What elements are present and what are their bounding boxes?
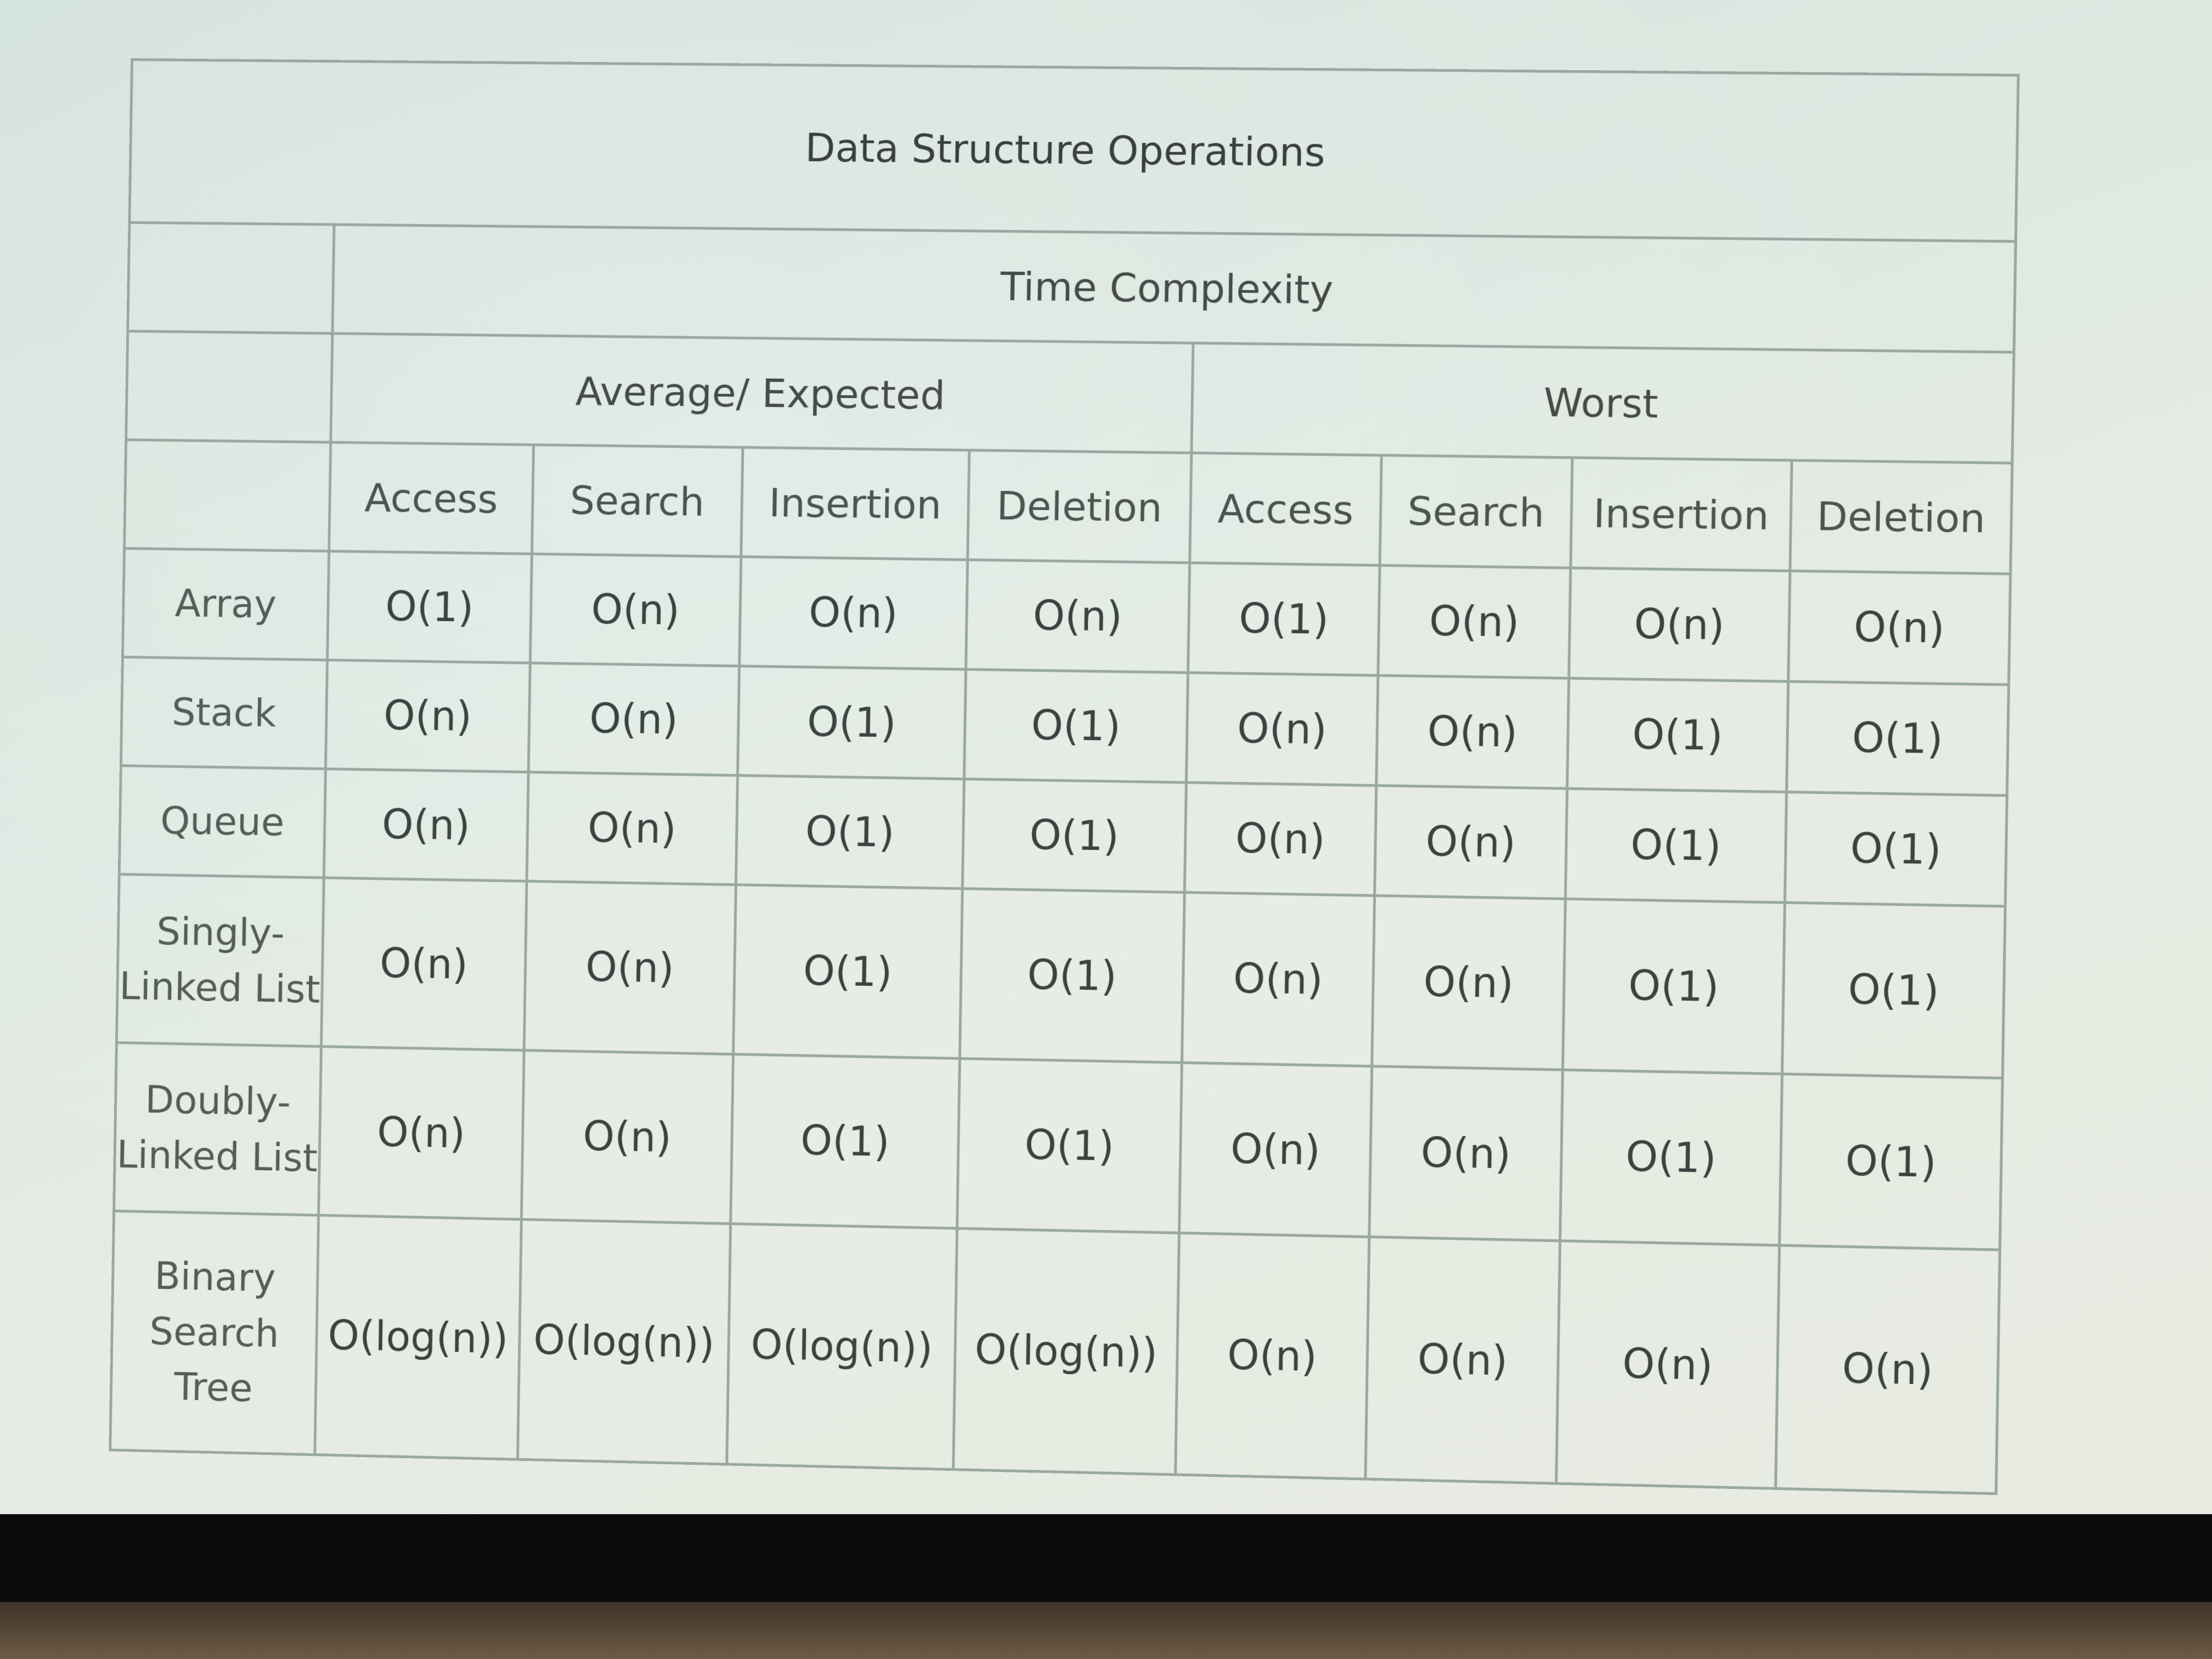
complexity-cell: O(n): [739, 556, 968, 670]
complexity-cell: O(1): [1560, 1070, 1782, 1245]
complexity-cell: O(log(n)): [953, 1228, 1180, 1475]
complexity-cell: O(n): [1376, 675, 1569, 789]
row-label: Binary Search Tree: [110, 1211, 319, 1455]
op-header: Deletion: [967, 450, 1192, 563]
complexity-cell: O(1): [1188, 562, 1380, 676]
complexity-cell: O(1): [1782, 902, 2006, 1079]
op-header: Search: [1380, 455, 1573, 568]
group-header-row: Time Complexity: [127, 222, 2016, 353]
data-structure-operations-table: Data Structure Operations Time Complexit…: [109, 58, 2019, 1495]
op-header: Deletion: [1790, 460, 2012, 574]
complexity-cell: O(n): [1186, 673, 1378, 786]
complexity-cell: O(n): [530, 554, 741, 667]
complexity-cell: O(1): [960, 888, 1185, 1063]
op-header: Access: [1189, 453, 1382, 566]
complexity-cell: O(n): [528, 663, 740, 776]
op-header: Insertion: [741, 447, 969, 560]
complexity-cell: O(1): [1786, 681, 2009, 796]
complexity-cell: O(n): [1182, 892, 1375, 1066]
complexity-cell: O(1): [327, 551, 532, 663]
op-header: Insertion: [1570, 458, 1792, 571]
screen-bottom-edge: [0, 1514, 2212, 1602]
op-header: Search: [532, 444, 743, 557]
room-floor: [0, 1602, 2212, 1659]
table-row: Binary Search Tree O(log(n)) O(log(n)) O(lo…: [110, 1211, 2000, 1494]
projector-screen: Data Structure Operations Time Complexit…: [0, 0, 2212, 1514]
complexity-cell: O(n): [321, 877, 527, 1051]
complexity-cell: O(n): [1374, 785, 1567, 899]
complexity-cell: O(n): [1568, 568, 1790, 682]
corner-cell: [124, 439, 331, 551]
complexity-cell: O(n): [966, 560, 1190, 673]
complexity-cell: O(n): [1369, 1066, 1563, 1241]
row-label: Array: [122, 548, 329, 661]
op-header: Access: [329, 442, 534, 554]
row-label: Singly- Linked List: [116, 874, 324, 1047]
complexity-cell: O(n): [1372, 895, 1566, 1070]
table-wrapper: Data Structure Operations Time Complexit…: [109, 58, 2019, 1495]
time-complexity-header: Time Complexity: [332, 224, 2016, 353]
complexity-cell: O(n): [1184, 782, 1376, 896]
row-label: Doubly- Linked List: [114, 1042, 321, 1216]
complexity-cell: O(n): [524, 881, 736, 1054]
complexity-cell: O(1): [957, 1058, 1182, 1233]
complexity-cell: O(n): [1775, 1245, 2000, 1494]
worst-header: Worst: [1191, 343, 2015, 464]
table-body: Array O(1) O(n) O(n) O(n) O(1) O(n) O(n) O(n) Sta…: [110, 548, 2011, 1494]
complexity-cell: O(n): [324, 769, 529, 882]
complexity-cell: O(1): [736, 775, 964, 889]
corner-cell: [126, 331, 332, 443]
complexity-cell: O(1): [964, 669, 1188, 783]
complexity-cell: O(n): [1378, 565, 1571, 679]
complexity-cell: O(1): [730, 1054, 960, 1229]
complexity-cell: O(1): [1567, 678, 1788, 792]
complexity-cell: O(n): [325, 660, 531, 772]
corner-cell: [127, 222, 335, 334]
complexity-cell: O(log(n)): [314, 1215, 522, 1460]
complexity-cell: O(n): [1365, 1237, 1560, 1484]
table-title: Data Structure Operations: [129, 59, 2018, 242]
complexity-cell: O(log(n)): [517, 1219, 731, 1465]
complexity-cell: O(n): [1179, 1062, 1372, 1237]
complexity-cell: O(1): [962, 778, 1187, 893]
complexity-cell: O(n): [521, 1050, 733, 1224]
complexity-cell: O(n): [1788, 571, 2011, 685]
title-row: Data Structure Operations: [129, 59, 2018, 242]
complexity-cell: O(n): [1556, 1240, 1780, 1489]
row-label: Stack: [121, 657, 328, 769]
complexity-cell: O(1): [733, 884, 963, 1059]
complexity-cell: O(n): [527, 772, 738, 885]
complexity-cell: O(1): [1562, 899, 1785, 1074]
complexity-cell: O(1): [1565, 788, 1787, 903]
complexity-cell: O(log(n)): [726, 1223, 957, 1470]
complexity-cell: O(n): [1175, 1233, 1369, 1479]
complexity-cell: O(n): [318, 1046, 524, 1220]
complexity-cell: O(1): [737, 666, 966, 779]
complexity-cell: O(1): [1779, 1074, 2003, 1250]
row-label: Queue: [119, 765, 326, 878]
complexity-cell: O(1): [1785, 792, 2007, 907]
average-expected-header: Average/ Expected: [330, 333, 1193, 453]
